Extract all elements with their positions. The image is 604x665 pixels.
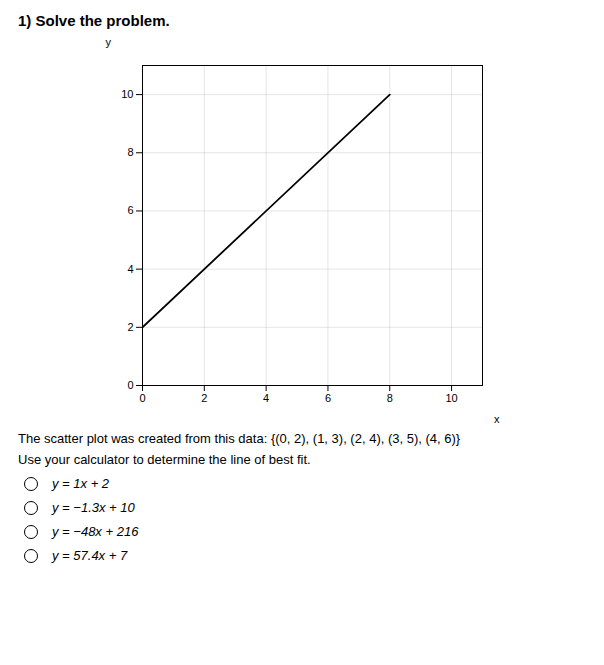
svg-text:0: 0 [127,379,133,391]
svg-text:4: 4 [263,392,269,404]
svg-text:6: 6 [127,204,133,216]
svg-text:2: 2 [201,392,207,404]
html-text:y = −1.3x + 10: y = −1.3x + 10 [52,500,135,515]
html-text:The scatter plot was created f: The scatter plot was created from this d… [18,431,461,446]
svg-text:y: y [106,36,112,48]
svg-text:8: 8 [127,146,133,158]
svg-text:8: 8 [387,392,393,404]
html-text:Use your calculator to determi: Use your calculator to determine the lin… [18,452,311,467]
svg-text:10: 10 [445,392,457,404]
html-text:1) Solve the problem.: 1) Solve the problem. [18,12,170,29]
svg-text:2: 2 [127,321,133,333]
svg-text:0: 0 [139,392,145,404]
html-text:y = −48x + 216: y = −48x + 216 [52,524,139,539]
html-text:y = 1x + 2: y = 1x + 2 [52,476,110,491]
svg-text:x: x [494,413,500,425]
svg-text:10: 10 [121,88,133,100]
svg-text:6: 6 [325,392,331,404]
svg-text:4: 4 [127,263,133,275]
html-text:y = 57.4x + 7: y = 57.4x + 7 [52,548,128,563]
